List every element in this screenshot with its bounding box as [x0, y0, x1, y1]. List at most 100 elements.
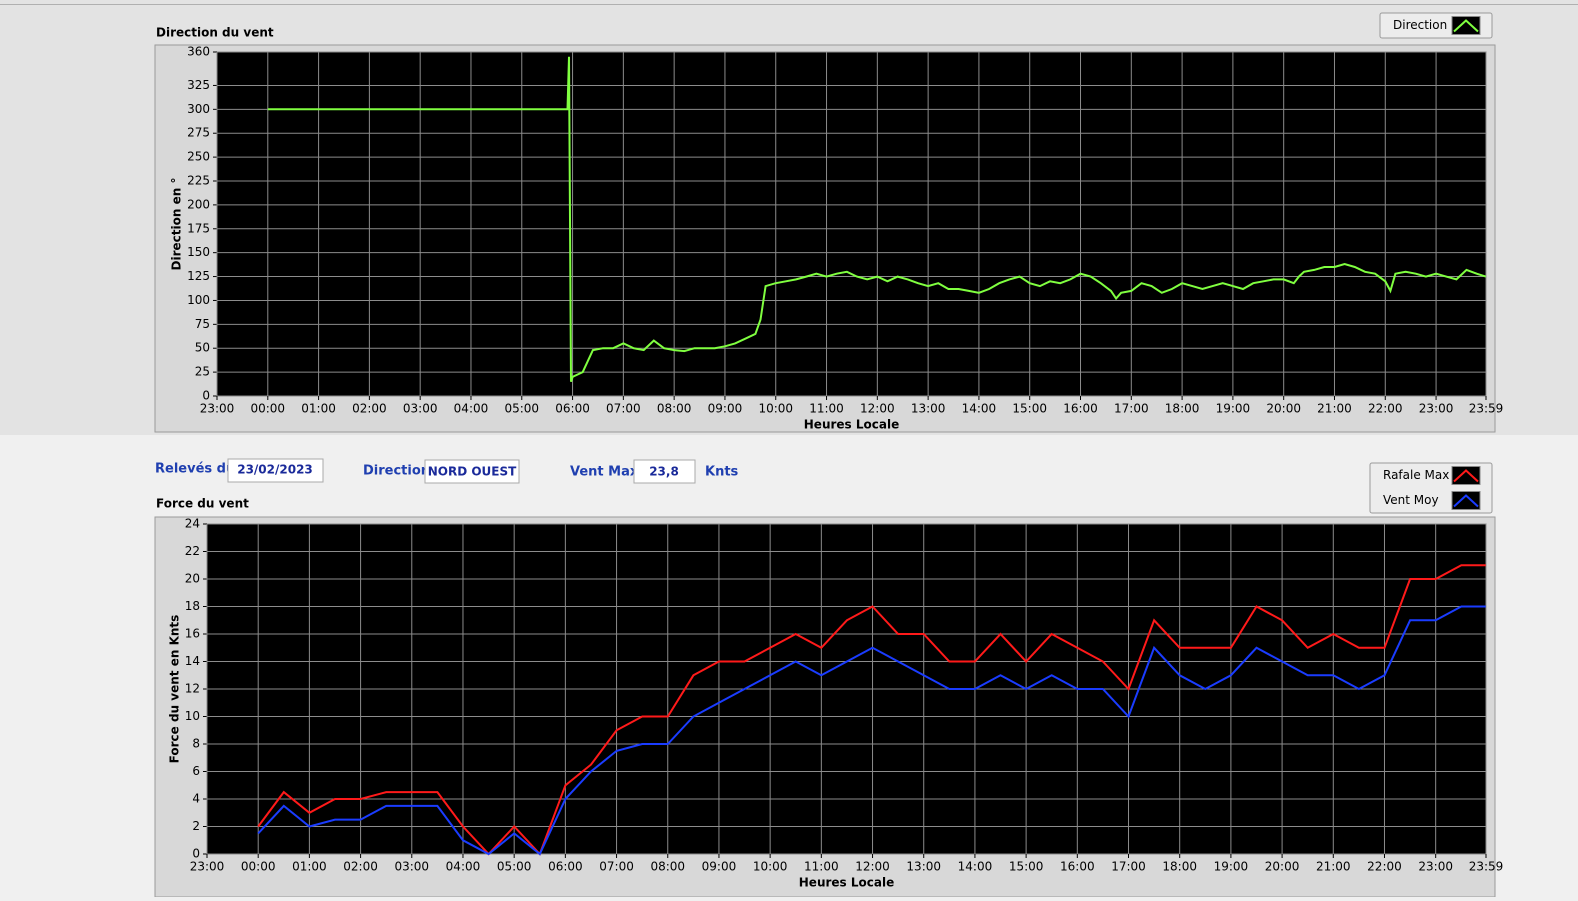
- series-line: [267, 56, 1487, 383]
- legend-swatch: [1451, 16, 1481, 35]
- x-tick-label: 03:00: [394, 860, 429, 874]
- x-tick-label: 18:00: [1162, 860, 1197, 874]
- y-tick-label: 20: [185, 572, 200, 586]
- y-tick-label: 25: [195, 365, 210, 379]
- x-tick-label: 05:00: [497, 860, 532, 874]
- x-tick-label: 23:00: [200, 402, 235, 416]
- chart-title: Direction du vent: [156, 26, 274, 40]
- y-tick-label: 300: [187, 102, 210, 116]
- x-tick-label: 01:00: [292, 860, 327, 874]
- x-tick-label: 13:00: [906, 860, 941, 874]
- y-tick-label: 175: [187, 221, 210, 235]
- y-tick-label: 200: [187, 197, 210, 211]
- x-tick-label: 19:00: [1214, 860, 1249, 874]
- max-field[interactable]: [633, 459, 696, 484]
- x-tick-label: 09:00: [702, 860, 737, 874]
- x-tick-label: 03:00: [403, 402, 438, 416]
- legend-line: [1453, 19, 1479, 33]
- legend-swatch: [1451, 491, 1481, 510]
- y-tick-label: 8: [192, 737, 200, 751]
- x-tick-label: 13:00: [911, 402, 946, 416]
- x-tick-label: 08:00: [650, 860, 685, 874]
- y-tick-label: 150: [187, 245, 210, 259]
- x-tick-label: 06:00: [555, 402, 590, 416]
- y-axis-label: Direction en °: [170, 178, 184, 271]
- x-tick-label: 21:00: [1317, 402, 1352, 416]
- x-tick-label: 20:00: [1265, 860, 1300, 874]
- y-tick-label: 360: [187, 45, 210, 59]
- x-tick-label: 16:00: [1060, 860, 1095, 874]
- y-tick-label: 325: [187, 78, 210, 92]
- x-tick-label: 07:00: [606, 402, 641, 416]
- x-tick-label: 00:00: [250, 402, 285, 416]
- max-value: 23,8: [649, 465, 679, 479]
- y-tick-label: 10: [185, 709, 200, 723]
- x-tick-label: 07:00: [599, 860, 634, 874]
- max-unit: Knts: [705, 465, 739, 480]
- y-tick-label: 2: [192, 819, 200, 833]
- direction-value: NORD OUEST: [428, 465, 517, 479]
- y-tick-label: 225: [187, 174, 210, 188]
- x-tick-label: 11:00: [804, 860, 839, 874]
- x-tick-label: 23:59: [1469, 860, 1504, 874]
- y-tick-label: 12: [185, 682, 200, 696]
- date-field[interactable]: [227, 458, 324, 483]
- plot-area: [216, 51, 1487, 397]
- x-tick-label: 11:00: [809, 402, 844, 416]
- y-tick-label: 0: [192, 847, 200, 861]
- date-label: Relevés du: [155, 462, 235, 477]
- x-tick-label: 04:00: [454, 402, 489, 416]
- y-tick-label: 22: [185, 544, 200, 558]
- x-tick-label: 14:00: [958, 860, 993, 874]
- y-tick-label: 24: [185, 517, 200, 531]
- y-tick-label: 4: [192, 792, 200, 806]
- x-tick-label: 14:00: [962, 402, 997, 416]
- x-axis-label: Heures Locale: [804, 418, 899, 432]
- x-tick-label: 15:00: [1012, 402, 1047, 416]
- y-tick-label: 275: [187, 126, 210, 140]
- x-tick-label: 10:00: [753, 860, 788, 874]
- x-tick-label: 06:00: [548, 860, 583, 874]
- x-tick-label: 17:00: [1111, 860, 1146, 874]
- y-tick-label: 100: [187, 293, 210, 307]
- x-tick-label: 10:00: [758, 402, 793, 416]
- y-tick-label: 50: [195, 341, 210, 355]
- series-line: [257, 605, 1486, 856]
- date-value: 23/02/2023: [237, 463, 313, 477]
- top-border: [0, 4, 1578, 5]
- y-tick-label: 125: [187, 269, 210, 283]
- x-tick-label: 17:00: [1114, 402, 1149, 416]
- x-tick-label: 23:00: [1418, 860, 1453, 874]
- x-tick-label: 23:00: [190, 860, 225, 874]
- x-tick-label: 05:00: [504, 402, 539, 416]
- x-tick-label: 20:00: [1266, 402, 1301, 416]
- x-tick-label: 00:00: [241, 860, 276, 874]
- x-tick-label: 18:00: [1165, 402, 1200, 416]
- x-tick-label: 23:59: [1469, 402, 1504, 416]
- x-tick-label: 09:00: [708, 402, 743, 416]
- direction-field[interactable]: [424, 459, 520, 484]
- x-tick-label: 04:00: [446, 860, 481, 874]
- y-tick-label: 0: [202, 389, 210, 403]
- x-tick-label: 01:00: [301, 402, 336, 416]
- x-tick-label: 22:00: [1367, 860, 1402, 874]
- x-axis-label: Heures Locale: [799, 876, 894, 890]
- x-tick-label: 12:00: [860, 402, 895, 416]
- series-line: [257, 564, 1486, 856]
- y-axis-label: Force du vent en Knts: [168, 615, 182, 764]
- max-label: Vent Max: [570, 465, 639, 480]
- x-tick-label: 08:00: [657, 402, 692, 416]
- y-tick-label: 250: [187, 150, 210, 164]
- legend-line: [1453, 469, 1479, 483]
- legend-label: Direction: [1393, 18, 1447, 32]
- y-tick-label: 18: [185, 599, 200, 613]
- legend-swatch: [1451, 466, 1481, 485]
- y-tick-label: 14: [185, 654, 200, 668]
- direction-label: Direction: [363, 464, 430, 479]
- chart-title: Force du vent: [156, 497, 249, 511]
- x-tick-label: 19:00: [1216, 402, 1251, 416]
- legend-label: Rafale Max: [1383, 468, 1449, 482]
- legend-line: [1453, 494, 1479, 508]
- y-tick-label: 16: [185, 627, 200, 641]
